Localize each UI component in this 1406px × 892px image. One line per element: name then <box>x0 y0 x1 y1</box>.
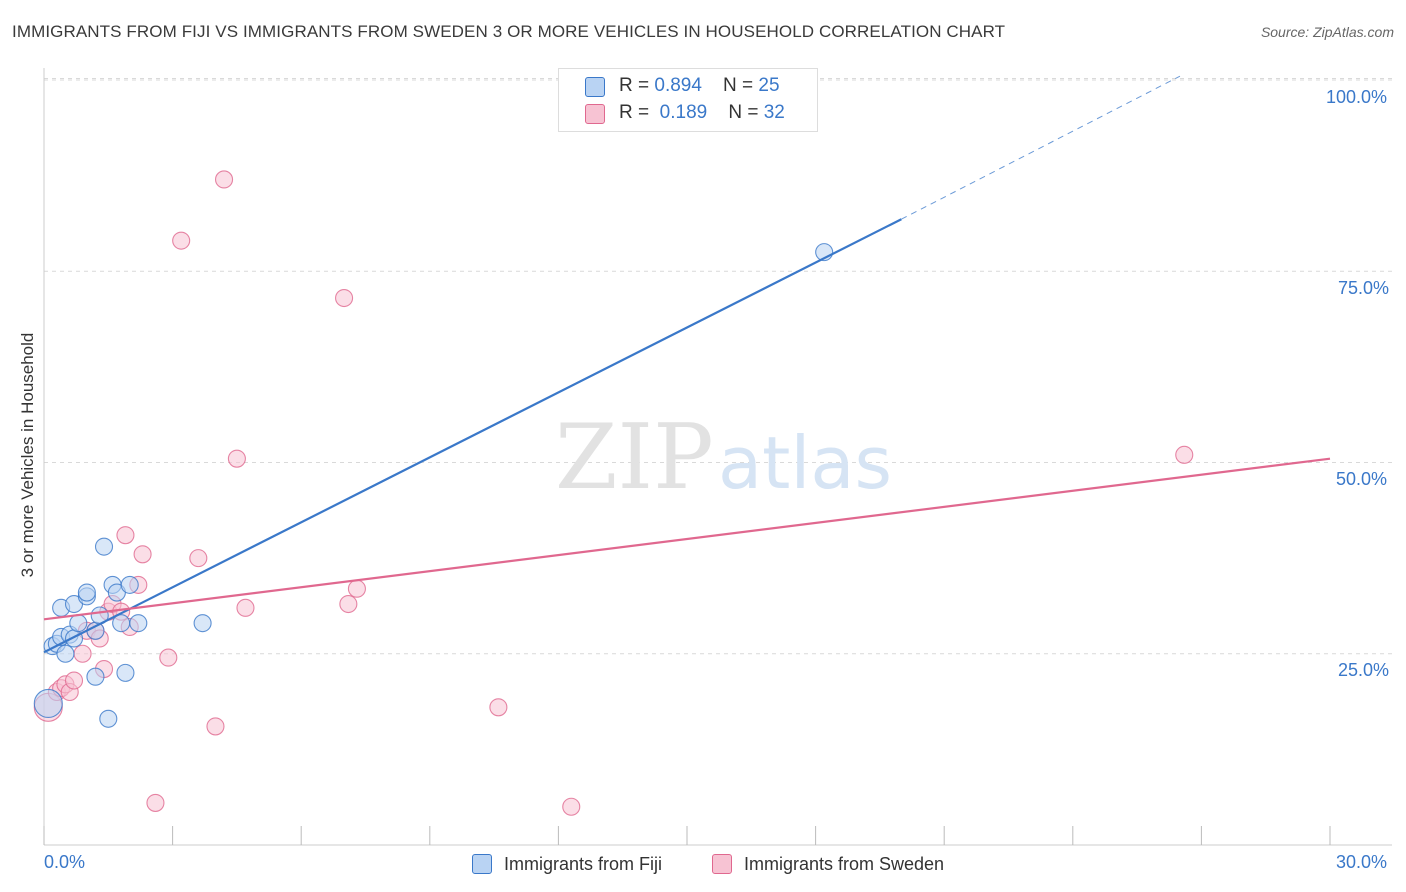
fiji-point-23 <box>193 614 212 633</box>
sweden-point-17 <box>133 545 152 564</box>
sweden-point-19 <box>159 648 178 667</box>
sweden-point-30 <box>562 797 581 816</box>
sweden-point-28 <box>347 579 366 598</box>
legend-fiji-swatch <box>472 854 492 874</box>
x-tick-label-min: 0.0% <box>44 852 86 872</box>
watermark-atlas: atlas <box>718 421 892 505</box>
legend-sweden-swatch <box>712 854 732 874</box>
watermark: ZIP atlas <box>555 405 892 510</box>
fiji-point-13 <box>86 621 105 640</box>
grid-lines <box>44 77 1392 655</box>
sweden-point-27 <box>339 594 358 614</box>
fiji-points <box>33 243 834 728</box>
sweden-point-31 <box>1175 445 1194 464</box>
sweden-n-value: 32 <box>763 102 785 123</box>
source-credit: Source: ZipAtlas.com <box>1260 24 1394 40</box>
fiji-trend-line <box>43 218 902 654</box>
fiji-n-value: 25 <box>758 75 780 96</box>
fiji-point-15 <box>94 537 114 556</box>
fiji-point-9 <box>69 614 88 633</box>
fiji-point-20 <box>116 663 135 682</box>
fiji-point-0 <box>33 688 63 719</box>
fiji-point-12 <box>86 667 105 686</box>
sweden-point-29 <box>489 698 508 717</box>
sweden-point-22 <box>206 717 225 736</box>
sweden-swatch <box>585 104 605 124</box>
sweden-point-25 <box>236 598 255 617</box>
legend-fiji-label: Immigrants from Fiji <box>504 853 663 874</box>
y-axis-label: 3 or more Vehicles in Household <box>18 332 37 578</box>
sweden-point-20 <box>172 231 191 250</box>
legend-sweden-label: Immigrants from Sweden <box>744 853 945 874</box>
y-tick-label-100: 100.0% <box>1326 87 1388 107</box>
sweden-r-value: 0.189 <box>659 102 708 123</box>
sweden-point-18 <box>146 793 165 812</box>
sweden-point-24 <box>227 449 246 468</box>
sweden-n-label: N = <box>728 102 764 123</box>
fiji-point-4 <box>56 644 75 663</box>
fiji-point-7 <box>64 629 84 648</box>
fiji-trend-extension <box>901 75 1181 220</box>
x-tick-label-max: 30.0% <box>1336 852 1388 872</box>
y-tick-label-25: 25.0% <box>1338 660 1390 680</box>
sweden-point-21 <box>189 549 208 568</box>
stats-legend: R = 0.894 N = 25 R = 0.189 N = 32 <box>558 68 818 132</box>
chart-title: IMMIGRANTS FROM FIJI VS IMMIGRANTS FROM … <box>12 22 1006 41</box>
sweden-point-23 <box>214 170 234 189</box>
y-tick-label-50: 50.0% <box>1336 469 1388 489</box>
fiji-point-11 <box>77 583 96 602</box>
sweden-trend-line <box>43 457 1331 621</box>
watermark-zip: ZIP <box>555 405 714 510</box>
legend-item-fiji: Immigrants from Fiji <box>472 852 662 876</box>
fiji-point-16 <box>99 709 118 728</box>
fiji-swatch <box>585 77 605 97</box>
legend-item-sweden: Immigrants from Sweden <box>712 852 944 876</box>
fiji-point-22 <box>129 614 148 633</box>
sweden-point-5 <box>64 671 84 690</box>
sweden-point-14 <box>116 526 135 545</box>
fiji-r-value: 0.894 <box>654 75 702 96</box>
sweden-point-6 <box>73 644 92 663</box>
sweden-r-label: R = <box>619 102 655 123</box>
trend-lines <box>43 75 1331 654</box>
fiji-n-label: N = <box>723 75 759 96</box>
y-tick-label-75: 75.0% <box>1338 278 1390 298</box>
sweden-point-26 <box>335 288 354 308</box>
fiji-point-21 <box>120 575 139 594</box>
fiji-r-label: R = <box>619 75 655 96</box>
